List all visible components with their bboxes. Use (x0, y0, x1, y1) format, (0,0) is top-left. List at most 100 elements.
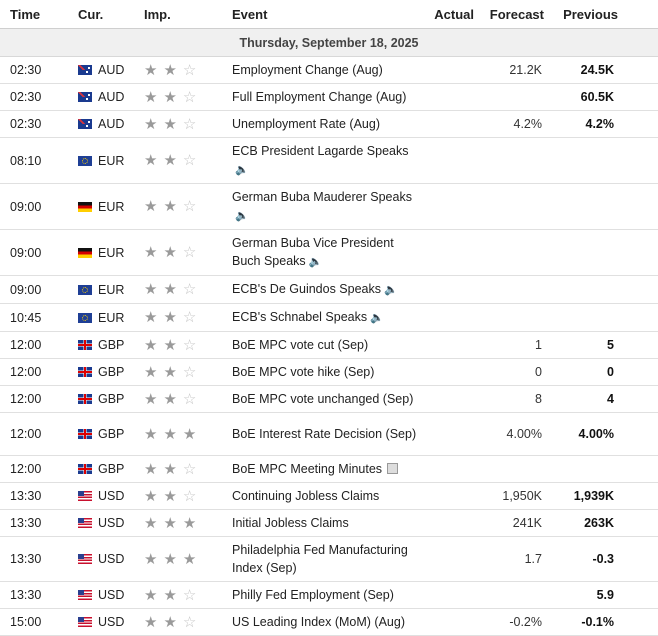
star-filled-icon: ★ (182, 425, 197, 443)
event-row[interactable]: 12:00 GBP ★ ★ ☆ BoE MPC vote cut (Sep) 1 5 (0, 331, 658, 359)
event-name[interactable]: German Buba Vice President Buch Speaks (232, 236, 394, 268)
event-row[interactable]: 09:00 EUR ★ ★ ☆ German Buba Vice President Bu… (0, 229, 658, 276)
event-row[interactable]: 13:30 USD ★ ★ ★ Initial Jobless Claims 241K 263… (0, 509, 658, 537)
flag-eu-icon (78, 155, 92, 166)
event-name[interactable]: Employment Change (Aug) (232, 63, 383, 77)
document-icon[interactable] (387, 463, 399, 474)
event-row[interactable]: 09:00 EUR ★ ★ ☆ German Buba Mauderer Speaks 🔈 (0, 183, 658, 230)
event-name[interactable]: US Leading Index (MoM) (Aug) (232, 615, 405, 629)
event-row[interactable]: 13:30 USD ★ ★ ☆ Philly Fed Employment (Sep) 5.… (0, 581, 658, 609)
event-name-cell[interactable]: BoE MPC Meeting Minutes (222, 455, 418, 483)
event-name[interactable]: Philadelphia Fed Manufacturing Index (Se… (232, 543, 408, 575)
actual-value (418, 482, 474, 510)
event-name-cell[interactable]: Full Employment Change (Aug) (222, 83, 418, 111)
importance-stars: ★ ★ ★ (134, 536, 222, 582)
event-name-cell[interactable]: BoE MPC vote cut (Sep) (222, 331, 418, 359)
event-time: 12:00 (0, 358, 68, 386)
speaker-icon[interactable]: 🔈 (370, 312, 384, 324)
currency-cell: GBP (68, 412, 134, 456)
header-previous[interactable]: Previous (556, 0, 658, 29)
currency-code: GBP (98, 365, 125, 379)
star-filled-icon: ★ (144, 613, 158, 631)
header-currency[interactable]: Cur. (68, 0, 134, 29)
importance-stars: ★ ★ ☆ (134, 482, 222, 510)
header-importance[interactable]: Imp. (134, 0, 222, 29)
star-empty-icon: ☆ (182, 586, 197, 604)
event-row[interactable]: 02:30 AUD ★ ★ ☆ Full Employment Change (Aug) 6… (0, 83, 658, 111)
event-name[interactable]: BoE MPC Meeting Minutes (232, 462, 383, 476)
event-name[interactable]: ECB's De Guindos Speaks (232, 282, 381, 296)
star-empty-icon: ☆ (182, 244, 197, 261)
event-name-cell[interactable]: German Buba Vice President Buch Speaks 🔈 (222, 229, 418, 276)
forecast-value (474, 275, 556, 304)
importance-stars: ★ ★ ☆ (134, 183, 222, 230)
previous-value: 5 (556, 331, 658, 359)
event-row[interactable]: 15:00 USD ★ ★ ☆ US Leading Index (MoM) (Aug) -… (0, 608, 658, 636)
importance-stars: ★ ★ ☆ (134, 331, 222, 359)
event-name[interactable]: Philly Fed Employment (Sep) (232, 588, 394, 602)
event-name-cell[interactable]: Initial Jobless Claims (222, 509, 418, 537)
event-name[interactable]: ECB's Schnabel Speaks (232, 310, 368, 324)
event-row[interactable]: 02:30 AUD ★ ★ ☆ Employment Change (Aug) 21.2K 2… (0, 56, 658, 84)
currency-cell: GBP (68, 358, 134, 386)
event-name[interactable]: Unemployment Rate (Aug) (232, 117, 380, 131)
event-row[interactable]: 12:00 GBP ★ ★ ☆ BoE MPC vote unchanged (Sep) 8… (0, 385, 658, 413)
event-name[interactable]: ECB President Lagarde Speaks (232, 144, 409, 158)
event-name[interactable]: Initial Jobless Claims (232, 516, 349, 530)
event-row[interactable]: 12:00 GBP ★ ★ ★ BoE Interest Rate Decision (S… (0, 412, 658, 456)
star-filled-icon: ★ (144, 460, 158, 478)
event-name[interactable]: BoE MPC vote hike (Sep) (232, 365, 375, 379)
star-empty-icon: ☆ (182, 487, 197, 505)
event-name[interactable]: BoE MPC vote cut (Sep) (232, 338, 369, 352)
event-name-cell[interactable]: Employment Change (Aug) (222, 56, 418, 84)
event-row[interactable]: 02:30 AUD ★ ★ ☆ Unemployment Rate (Aug) 4.2% 4.… (0, 110, 658, 138)
event-row[interactable]: 12:00 GBP ★ ★ ☆ BoE MPC Meeting Minutes (0, 455, 658, 483)
event-name-cell[interactable]: US Leading Index (MoM) (Aug) (222, 608, 418, 636)
event-name-cell[interactable]: ECB's De Guindos Speaks 🔈 (222, 275, 418, 304)
speaker-icon[interactable]: 🔈 (384, 284, 398, 296)
previous-value: -0.1% (556, 608, 658, 636)
event-name-cell[interactable]: BoE MPC vote hike (Sep) (222, 358, 418, 386)
header-forecast[interactable]: Forecast (474, 0, 556, 29)
event-name[interactable]: Continuing Jobless Claims (232, 489, 380, 503)
event-name[interactable]: BoE MPC vote unchanged (Sep) (232, 392, 414, 406)
importance-stars: ★ ★ ☆ (134, 83, 222, 111)
event-name-cell[interactable]: ECB's Schnabel Speaks 🔈 (222, 303, 418, 332)
event-name-cell[interactable]: ECB President Lagarde Speaks 🔈 (222, 137, 418, 184)
actual-value (418, 56, 474, 84)
header-actual[interactable]: Actual (418, 0, 474, 29)
actual-value (418, 385, 474, 413)
event-row[interactable]: 10:45 EUR ★ ★ ☆ ECB's Schnabel Speaks 🔈 (0, 303, 658, 332)
event-name-cell[interactable]: Continuing Jobless Claims (222, 482, 418, 510)
speaker-icon[interactable]: 🔈 (308, 256, 323, 268)
star-filled-icon: ★ (163, 425, 177, 443)
event-name-cell[interactable]: Philadelphia Fed Manufacturing Index (Se… (222, 536, 418, 582)
event-row[interactable]: 09:00 EUR ★ ★ ☆ ECB's De Guindos Speaks 🔈 (0, 275, 658, 304)
event-name[interactable]: Full Employment Change (Aug) (232, 90, 407, 104)
header-time[interactable]: Time (0, 0, 68, 29)
flag-de-icon (78, 247, 92, 258)
importance-stars: ★ ★ ☆ (134, 385, 222, 413)
event-time: 09:00 (0, 229, 68, 276)
event-row[interactable]: 13:30 USD ★ ★ ★ Philadelphia Fed Manufacturin… (0, 536, 658, 582)
header-event[interactable]: Event (222, 0, 418, 29)
event-name[interactable]: German Buba Mauderer Speaks (232, 190, 412, 204)
currency-code: GBP (98, 392, 125, 406)
event-row[interactable]: 13:30 USD ★ ★ ☆ Continuing Jobless Claims 1,95… (0, 482, 658, 510)
event-name-cell[interactable]: BoE Interest Rate Decision (Sep) (222, 412, 418, 456)
event-name-cell[interactable]: Unemployment Rate (Aug) (222, 110, 418, 138)
event-name-cell[interactable]: German Buba Mauderer Speaks 🔈 (222, 183, 418, 230)
importance-stars: ★ ★ ☆ (134, 56, 222, 84)
event-name[interactable]: BoE Interest Rate Decision (Sep) (232, 427, 417, 441)
speaker-icon[interactable]: 🔈 (235, 164, 249, 176)
importance-stars: ★ ★ ☆ (134, 358, 222, 386)
event-name-cell[interactable]: Philly Fed Employment (Sep) (222, 581, 418, 609)
event-name-cell[interactable]: BoE MPC vote unchanged (Sep) (222, 385, 418, 413)
importance-stars: ★ ★ ☆ (134, 137, 222, 184)
event-row[interactable]: 08:10 EUR ★ ★ ☆ ECB President Lagarde Speaks 🔈 (0, 137, 658, 184)
speaker-icon[interactable]: 🔈 (235, 210, 249, 222)
star-filled-icon: ★ (144, 586, 158, 604)
event-row[interactable]: 12:00 GBP ★ ★ ☆ BoE MPC vote hike (Sep) 0 0 (0, 358, 658, 386)
star-filled-icon: ★ (144, 88, 158, 106)
previous-value (556, 229, 658, 276)
